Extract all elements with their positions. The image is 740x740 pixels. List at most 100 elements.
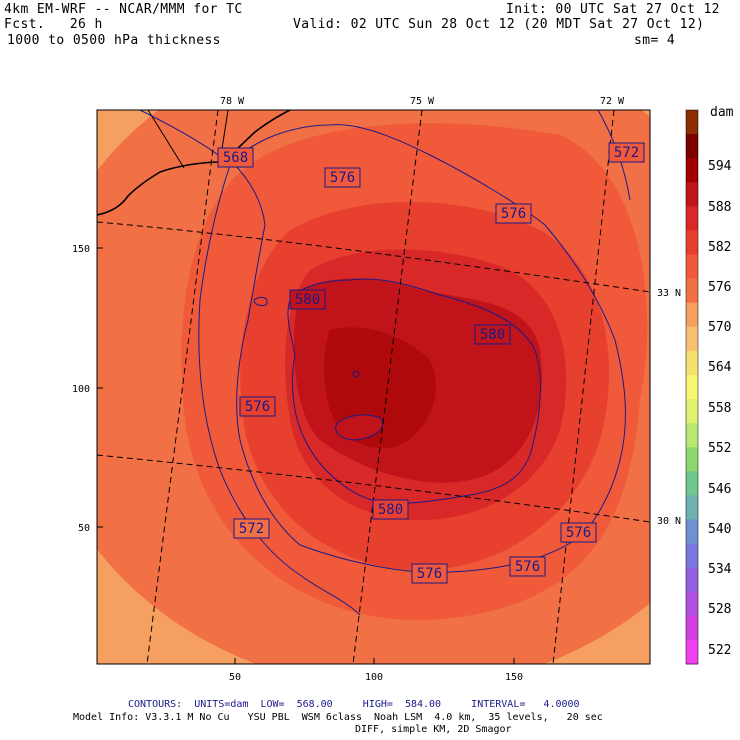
x-tick-label: 50 bbox=[229, 672, 241, 683]
colorbar-swatch bbox=[686, 615, 698, 641]
svg-text:576: 576 bbox=[245, 399, 270, 415]
state-border bbox=[147, 110, 185, 169]
colorbar-swatch bbox=[686, 230, 698, 256]
colorbar-label: 564 bbox=[708, 360, 732, 375]
colorbar-label: 528 bbox=[708, 602, 731, 617]
contour-label: 572 bbox=[608, 142, 645, 163]
colorbar-swatch bbox=[686, 110, 698, 135]
contour-labels: 568 576 576 572 580 580 576 580 572 576 … bbox=[217, 142, 645, 584]
colorbar-swatch bbox=[686, 423, 698, 448]
colorbar-label: 576 bbox=[708, 280, 731, 295]
colorbar-label: 582 bbox=[708, 240, 731, 255]
svg-text:580: 580 bbox=[378, 502, 403, 518]
y-tick-label: 150 bbox=[72, 244, 90, 255]
lat-label-33n: 33 N bbox=[657, 288, 681, 299]
colorbar-swatch bbox=[686, 591, 698, 617]
colorbar-label: 534 bbox=[708, 562, 732, 577]
contour-label: 580 bbox=[474, 324, 511, 345]
coastline bbox=[97, 110, 291, 216]
contour-label: 572 bbox=[233, 518, 270, 539]
valid-time: Valid: 02 UTC Sun 28 Oct 12 (20 MDT Sat … bbox=[293, 17, 705, 32]
contour-label: 580 bbox=[372, 499, 409, 520]
thickness-map: 568 576 576 572 580 580 576 580 572 576 … bbox=[97, 110, 650, 664]
y-tick-label: 100 bbox=[72, 384, 90, 395]
contour-label: 580 bbox=[289, 289, 326, 310]
lat-label-30n: 30 N bbox=[657, 516, 681, 527]
svg-text:580: 580 bbox=[480, 327, 505, 343]
parallel-33n bbox=[97, 221, 650, 293]
parallel-30n bbox=[97, 454, 650, 523]
svg-text:576: 576 bbox=[566, 525, 591, 541]
y-tick-label: 50 bbox=[78, 523, 90, 534]
lon-label-78w: 78 W bbox=[220, 96, 245, 107]
contours-info: CONTOURS: UNITS=dam LOW= 568.00 HIGH= 58… bbox=[128, 699, 580, 711]
colorbar-swatch bbox=[686, 206, 698, 231]
colorbar-swatch bbox=[686, 278, 698, 304]
contour-label: 576 bbox=[509, 556, 546, 577]
model-info: Model Info: V3.3.1 M No Cu YSU PBL WSM 6… bbox=[73, 712, 603, 723]
frame-ticks bbox=[97, 247, 515, 664]
field-name: 1000 to 0500 hPa thickness bbox=[7, 33, 221, 48]
colorbar-label: 558 bbox=[708, 401, 731, 416]
contours-values: UNITS=dam LOW= 568.00 HIGH= 584.00 INTER… bbox=[194, 699, 580, 710]
contour-label: 576 bbox=[560, 522, 597, 543]
colorbar-label: 570 bbox=[708, 320, 731, 335]
colorbar-frame bbox=[685, 109, 699, 665]
colorbar-swatch bbox=[686, 567, 698, 593]
colorbar-label: 552 bbox=[708, 441, 731, 456]
svg-text:572: 572 bbox=[614, 145, 639, 161]
contour-line-580 bbox=[287, 278, 541, 504]
lon-label-72w: 72 W bbox=[600, 96, 625, 107]
x-tick-label: 150 bbox=[505, 672, 523, 683]
forecast-hour: Fcst. 26 h bbox=[4, 17, 103, 32]
colorbar-swatch bbox=[686, 350, 698, 376]
contour-label: 576 bbox=[411, 563, 448, 584]
colorbar-swatch bbox=[686, 471, 698, 496]
svg-text:580: 580 bbox=[295, 292, 320, 308]
smoothing-label: sm= 4 bbox=[634, 33, 676, 48]
colorbar-swatch bbox=[686, 158, 698, 183]
contour-label: 568 bbox=[217, 147, 254, 168]
svg-text:572: 572 bbox=[239, 521, 264, 537]
colorbar-swatch bbox=[686, 495, 698, 520]
colorbar-label: 522 bbox=[708, 643, 731, 658]
colorbar-swatch bbox=[686, 639, 698, 665]
lon-label-75w: 75 W bbox=[410, 96, 435, 107]
contour-line-576 bbox=[253, 297, 268, 307]
svg-text:568: 568 bbox=[223, 150, 248, 166]
colorbar-swatch bbox=[686, 374, 698, 400]
contour-label: 576 bbox=[239, 396, 276, 417]
init-time: Init: 00 UTC Sat 27 Oct 12 bbox=[506, 2, 720, 17]
colorbar-label: 546 bbox=[708, 482, 731, 497]
colorbar-swatch bbox=[686, 134, 698, 159]
svg-text:576: 576 bbox=[417, 566, 442, 582]
colorbar-swatch bbox=[686, 399, 698, 424]
colorbar-swatch bbox=[686, 254, 698, 280]
svg-text:576: 576 bbox=[501, 206, 526, 222]
colorbar-swatch bbox=[686, 326, 698, 352]
svg-text:576: 576 bbox=[330, 170, 355, 186]
model-title: 4km EM-WRF -- NCAR/MMM for TC bbox=[4, 2, 243, 17]
colorbar-label: 540 bbox=[708, 522, 731, 537]
meridian-72w bbox=[552, 110, 615, 664]
contour-label: 576 bbox=[324, 167, 361, 188]
meridian-75w bbox=[352, 110, 423, 664]
colorbar-unit: dam bbox=[710, 105, 734, 120]
colorbar-label: 594 bbox=[708, 159, 732, 174]
x-tick-label: 100 bbox=[365, 672, 383, 683]
contour-line-584 bbox=[335, 414, 383, 441]
contour-line-584 bbox=[352, 370, 360, 378]
svg-text:576: 576 bbox=[515, 559, 540, 575]
colorbar bbox=[685, 109, 699, 665]
colorbar-label: 588 bbox=[708, 200, 731, 215]
colorbar-swatch bbox=[686, 543, 698, 569]
colorbar-swatch bbox=[686, 302, 698, 328]
meridian-78w bbox=[146, 110, 219, 664]
contours-title: CONTOURS: bbox=[128, 699, 183, 710]
colorbar-swatch bbox=[686, 519, 698, 545]
colorbar-labels: 594 588 582 576 570 564 558 552 546 540 … bbox=[708, 159, 732, 658]
contour-label: 576 bbox=[495, 203, 532, 224]
colorbar-swatch bbox=[686, 182, 698, 207]
model-info-2: DIFF, simple KM, 2D Smagor bbox=[355, 724, 512, 735]
